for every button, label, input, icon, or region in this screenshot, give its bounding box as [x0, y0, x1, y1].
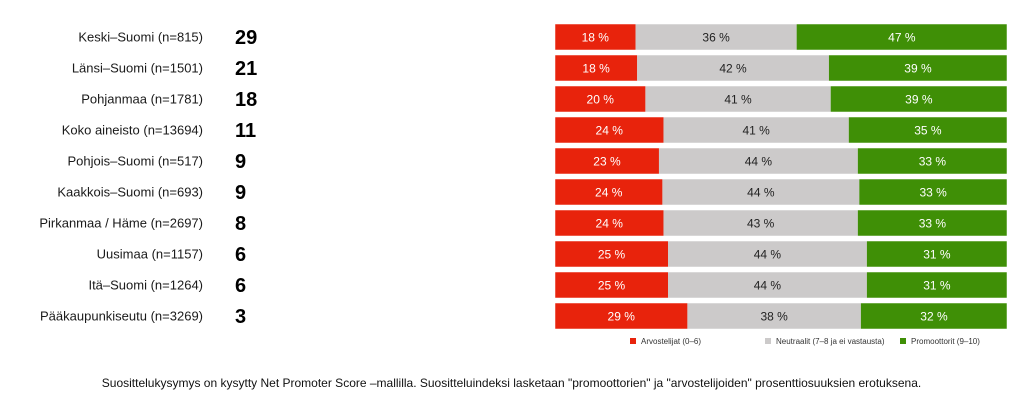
- nps-value: 9: [235, 151, 246, 173]
- category-label: Koko aineisto (n=13694): [62, 123, 203, 138]
- bar-outline: [554, 178, 1008, 206]
- bar-segment: [555, 86, 646, 112]
- bar-segment: [658, 148, 858, 174]
- bar-outline: [554, 54, 1008, 82]
- data-label: 41 %: [724, 93, 752, 107]
- nps-value: 21: [235, 58, 257, 80]
- data-label: 31 %: [923, 279, 951, 293]
- bar-segment: [663, 210, 858, 236]
- category-label: Pääkaupunkiseutu (n=3269): [40, 309, 203, 324]
- bar-segment: [796, 24, 1007, 50]
- legend-swatch: [765, 338, 771, 344]
- data-label: 29 %: [608, 310, 636, 324]
- bar-outline: [554, 209, 1008, 237]
- bar-segment: [866, 241, 1007, 267]
- bar-outline: [554, 116, 1008, 144]
- data-label: 42 %: [719, 62, 747, 76]
- legend-swatch: [900, 338, 906, 344]
- bar-segment: [555, 303, 688, 329]
- bar-segment: [555, 55, 638, 81]
- data-label: 24 %: [595, 186, 623, 200]
- bar-outline: [554, 23, 1008, 51]
- bar-outline: [554, 240, 1008, 268]
- category-label: Pohjanmaa (n=1781): [81, 92, 203, 107]
- legend-label: Neutraalit (7–8 ja ei vastausta): [776, 337, 885, 346]
- data-label: 41 %: [742, 124, 770, 138]
- bar-segment: [668, 272, 867, 298]
- bar-segment: [555, 210, 664, 236]
- nps-value: 8: [235, 213, 246, 235]
- nps-value: 3: [235, 306, 246, 328]
- legend-label: Promoottorit (9–10): [911, 337, 980, 346]
- data-label: 44 %: [754, 279, 782, 293]
- category-label: Pirkanmaa / Häme (n=2697): [39, 216, 203, 231]
- nps-stacked-bar-chart: Keski–Suomi (n=815) 29 18 % 36 % 47 % Länsi–S…: [39, 23, 1008, 346]
- data-label: 33 %: [919, 155, 947, 169]
- legend-swatch: [630, 338, 636, 344]
- bar-segment: [555, 148, 659, 174]
- data-label: 25 %: [598, 248, 626, 262]
- bar-segment: [687, 303, 861, 329]
- data-label: 20 %: [587, 93, 615, 107]
- bar-outline: [554, 302, 1008, 330]
- data-label: 33 %: [919, 186, 947, 200]
- bar-segment: [848, 117, 1007, 143]
- data-label: 43 %: [747, 217, 775, 231]
- data-label: 39 %: [905, 93, 933, 107]
- data-label: 24 %: [596, 217, 624, 231]
- bar-segment: [555, 241, 668, 267]
- legend-label: Arvostelijat (0–6): [641, 337, 701, 346]
- bar-segment: [637, 55, 829, 81]
- data-label: 36 %: [702, 31, 730, 45]
- bar-segment: [555, 272, 668, 298]
- data-label: 47 %: [888, 31, 916, 45]
- bar-segment: [555, 24, 636, 50]
- bar-segment: [555, 179, 663, 205]
- data-label: 18 %: [582, 62, 610, 76]
- data-label: 25 %: [598, 279, 626, 293]
- nps-value: 18: [235, 89, 257, 111]
- footnote: Suosittelukysymys on kysytty Net Promote…: [101, 376, 922, 390]
- nps-value: 6: [235, 275, 246, 297]
- nps-value: 9: [235, 182, 246, 204]
- bar-segment: [830, 86, 1007, 112]
- bar-segment: [668, 241, 867, 267]
- nps-value: 11: [235, 120, 256, 142]
- bar-segment: [828, 55, 1007, 81]
- data-label: 18 %: [582, 31, 610, 45]
- data-label: 35 %: [914, 124, 942, 138]
- data-label: 24 %: [596, 124, 624, 138]
- data-label: 32 %: [920, 310, 948, 324]
- data-label: 31 %: [923, 248, 951, 262]
- bar-outline: [554, 271, 1008, 299]
- bar-segment: [645, 86, 831, 112]
- category-label: Pohjois–Suomi (n=517): [68, 154, 204, 169]
- bar-segment: [866, 272, 1007, 298]
- category-label: Uusimaa (n=1157): [97, 247, 203, 262]
- nps-value: 6: [235, 244, 246, 266]
- category-label: Keski–Suomi (n=815): [78, 30, 203, 45]
- bar-outline: [554, 85, 1008, 113]
- bar-segment: [857, 148, 1007, 174]
- category-label: Itä–Suomi (n=1264): [88, 278, 203, 293]
- bar-segment: [859, 179, 1007, 205]
- data-label: 44 %: [745, 155, 773, 169]
- bar-segment: [555, 117, 664, 143]
- data-label: 23 %: [593, 155, 621, 169]
- nps-value: 29: [235, 27, 257, 49]
- bar-segment: [663, 117, 849, 143]
- data-label: 44 %: [747, 186, 775, 200]
- bar-segment: [635, 24, 797, 50]
- category-label: Länsi–Suomi (n=1501): [72, 61, 203, 76]
- bar-segment: [662, 179, 860, 205]
- data-label: 44 %: [754, 248, 782, 262]
- bar-segment: [857, 210, 1007, 236]
- data-label: 38 %: [760, 310, 788, 324]
- bar-outline: [554, 147, 1008, 175]
- bar-segment: [860, 303, 1007, 329]
- data-label: 33 %: [919, 217, 947, 231]
- category-label: Kaakkois–Suomi (n=693): [57, 185, 203, 200]
- data-label: 39 %: [904, 62, 932, 76]
